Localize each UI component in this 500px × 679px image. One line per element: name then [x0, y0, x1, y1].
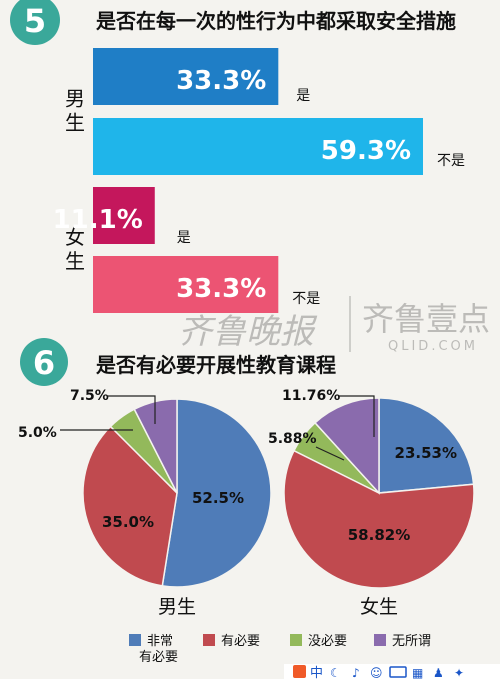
pie-charts: 52.5% 35.0% 5.0% 7.5% 男生 23.53% 58.82% 5.88% 11.…: [18, 388, 475, 618]
pie-value-label: 35.0%: [102, 513, 154, 531]
group-label-char: 生: [65, 111, 85, 135]
legend-label-line: 有必要: [221, 634, 260, 649]
pie-value-label: 11.76%: [282, 388, 340, 404]
pie-slice: [283, 449, 475, 589]
leader-line: [338, 395, 375, 437]
section5-badge: [10, 0, 60, 45]
bar-value-label: 33.3%: [176, 66, 266, 96]
legend-label-line: 非常: [147, 634, 173, 649]
bar: [93, 118, 423, 175]
pie-value-label: 5.0%: [18, 425, 57, 441]
pie-value-label: 7.5%: [70, 388, 109, 404]
wrench-icon[interactable]: ✦: [454, 666, 464, 679]
pie-slice: [161, 398, 272, 588]
legend-label: 非常有必要: [139, 634, 178, 665]
legend-label: 有必要: [221, 634, 260, 649]
section6-header: 6 是否有必要开展性教育课程: [20, 338, 336, 386]
watermark-url: QLID.COM: [388, 339, 478, 354]
pie-value-label: 23.53%: [395, 444, 457, 462]
section6-badge: [20, 338, 68, 386]
bar-category-label: 不是: [292, 291, 320, 307]
bar: [93, 187, 155, 244]
section5-number: 5: [24, 2, 46, 40]
group-label-char: 男: [65, 87, 85, 111]
music-icon[interactable]: ♪: [352, 666, 360, 679]
watermark-left: 齐鲁晚报: [178, 312, 318, 352]
leader-line: [108, 395, 156, 424]
bar-value-label: 33.3%: [176, 274, 266, 304]
legend-label: 无所谓: [392, 634, 431, 649]
pie-title: 男生: [158, 596, 196, 618]
pie-title: 女生: [360, 596, 398, 618]
bar-category-label: 不是: [437, 153, 465, 169]
legend-swatch: [129, 634, 141, 646]
group-label: 女生: [65, 225, 85, 273]
input-method-icon[interactable]: [293, 665, 306, 678]
section5-title: 是否在每一次的性行为中都采取安全措施: [95, 9, 456, 33]
taskbar-item[interactable]: 中: [310, 666, 323, 679]
legend-label: 没必要: [308, 634, 347, 649]
bar-category-label: 是: [177, 230, 191, 246]
taskbar: 中 ☾ ♪ ☺ ▦ ♟ ✦: [284, 664, 500, 679]
grid-icon[interactable]: ▦: [412, 666, 423, 679]
pie-value-label: 52.5%: [192, 489, 244, 507]
bar: [93, 48, 279, 105]
bar-category-label: 是: [296, 88, 310, 104]
pie-value-label: 58.82%: [348, 526, 410, 544]
bar: [93, 256, 279, 313]
watermark: 齐鲁晚报 齐鲁壹点 QLID.COM: [178, 296, 490, 354]
pie-slice: [313, 397, 380, 495]
taskbar-background: [284, 664, 500, 679]
legend-swatch: [290, 634, 302, 646]
pie-slice: [82, 425, 178, 587]
watermark-right: 齐鲁壹点: [362, 300, 490, 338]
section6-title: 是否有必要开展性教育课程: [95, 353, 336, 377]
legend-label-line: 没必要: [308, 634, 347, 649]
group-label-char: 女: [65, 225, 85, 249]
group-label: 男生: [65, 87, 85, 135]
shirt-icon[interactable]: ♟: [433, 666, 444, 679]
legend-label-line: 无所谓: [392, 634, 431, 649]
moon-icon[interactable]: ☾: [330, 666, 341, 679]
group-label-char: 生: [65, 249, 85, 273]
pie-value-label: 5.88%: [268, 431, 317, 447]
smile-icon[interactable]: ☺: [370, 666, 383, 679]
legend-label-line: 有必要: [139, 650, 178, 665]
section5-header: 5 是否在每一次的性行为中都采取安全措施: [10, 0, 456, 45]
legend-swatch: [374, 634, 386, 646]
bar-value-label: 59.3%: [321, 136, 411, 166]
section6-number: 6: [33, 344, 55, 382]
bar-value-label: 11.1%: [53, 205, 143, 235]
pie-slice: [378, 397, 475, 494]
legend-swatch: [203, 634, 215, 646]
keyboard-icon[interactable]: [389, 666, 407, 678]
leader-line: [315, 446, 345, 461]
